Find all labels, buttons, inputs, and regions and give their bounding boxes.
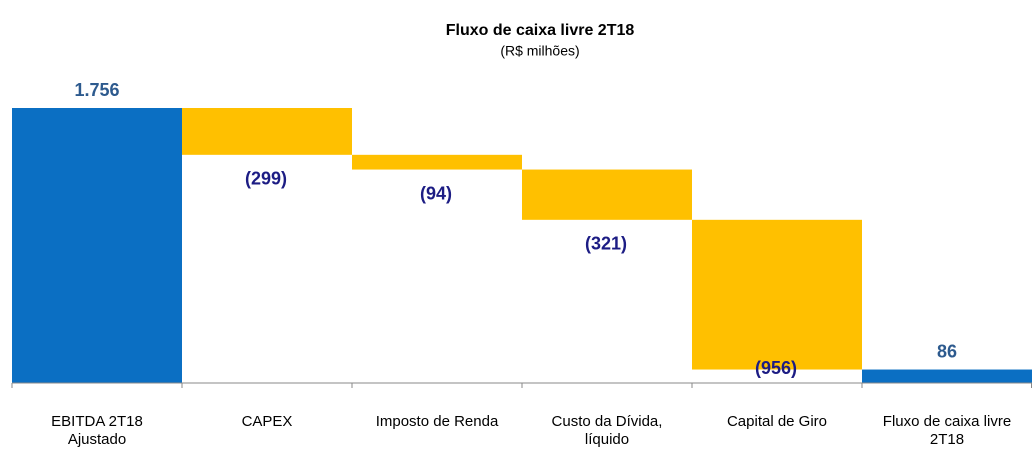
data-label: 1.756: [74, 80, 119, 100]
bar: [352, 154, 522, 170]
data-label: (299): [245, 169, 287, 189]
chart-subtitle: (R$ milhões): [500, 43, 579, 59]
bar: [12, 108, 182, 383]
x-tick-label: Custo da Dívida, líquido: [551, 413, 663, 448]
bar: [522, 169, 692, 220]
data-label: (94): [420, 183, 452, 203]
x-tick-label: Fluxo de caixa livre 2T18: [882, 413, 1012, 448]
x-tick-label: Imposto de Renda: [375, 413, 499, 430]
data-label: (956): [755, 358, 797, 378]
data-label: (321): [585, 234, 627, 254]
bar: [692, 219, 862, 370]
x-tick-label: Capital de Giro: [726, 413, 828, 430]
x-tick-label: EBITDA 2T18 Ajustado: [51, 413, 143, 448]
bar: [862, 369, 1032, 383]
x-tick-label: CAPEX: [241, 413, 293, 430]
bar: [182, 108, 352, 155]
chart-title: Fluxo de caixa livre 2T18: [446, 22, 635, 39]
data-label: 86: [937, 341, 957, 361]
